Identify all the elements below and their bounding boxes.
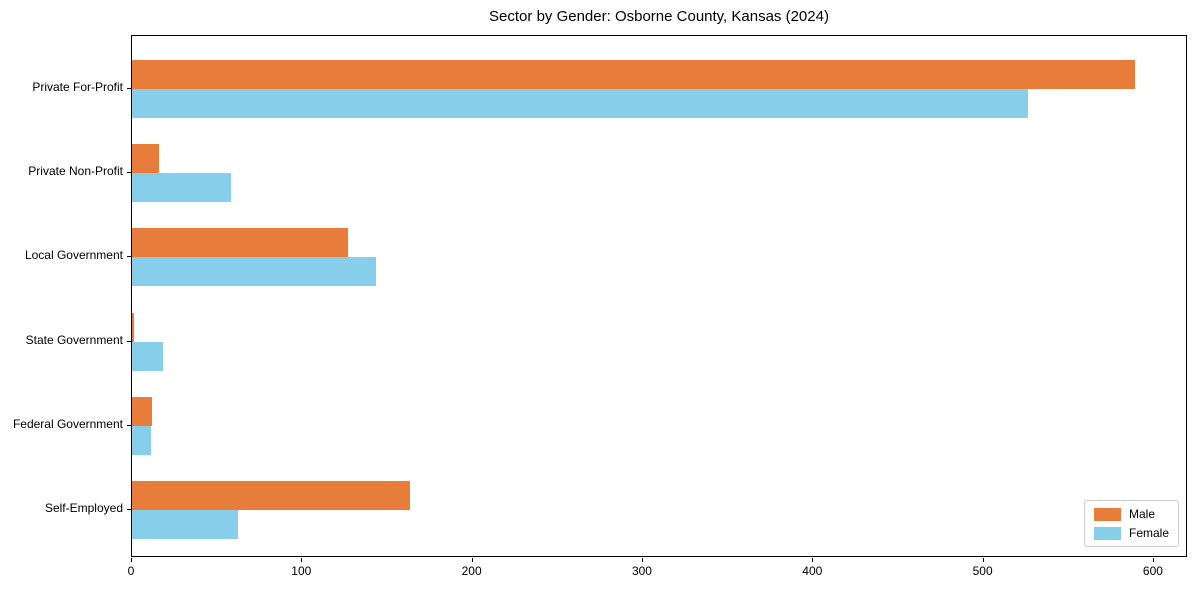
bar-male-private-non-profit [132,144,160,174]
legend-entry-female: Female [1093,526,1169,540]
x-axis-tick [471,558,473,562]
bar-male-private-for-profit [132,60,1136,89]
y-axis-category-label: State Government [25,332,123,347]
chart-title: Sector by Gender: Osborne County, Kansas… [489,8,829,25]
y-axis-tick [127,424,131,426]
y-axis-tick [127,256,131,258]
legend-swatch-male [1093,507,1121,521]
x-axis-tick-label: 200 [461,564,482,578]
y-axis-tick [127,509,131,510]
legend-label-female: Female [1128,526,1169,540]
x-axis-tick [982,558,984,562]
plot-area: Male Female [131,35,1187,557]
legend-swatch-female [1093,526,1121,540]
y-axis-category-label: Local Government [24,248,123,263]
x-axis-tick [1152,558,1154,562]
y-axis-category-label: Federal Government [12,416,123,431]
bar-female-private-non-profit [132,173,231,203]
x-axis-tick [131,558,132,562]
y-axis-tick [127,340,131,342]
x-axis-tick-label: 0 [127,564,135,578]
legend: Male Female [1083,500,1179,547]
y-axis-tick [127,172,131,174]
y-axis-category-label: Private For-Profit [32,80,123,94]
y-axis-category-label: Self-Employed [44,501,123,515]
bar-female-private-for-profit [132,89,1028,118]
x-axis-tick-label: 600 [1142,564,1163,578]
x-axis-tick-label: 300 [631,564,652,578]
x-axis-tick [812,558,814,562]
bar-male-local-government [132,228,349,258]
x-axis-tick-label: 400 [802,564,823,578]
bar-female-local-government [132,257,376,287]
legend-entry-male: Male [1093,507,1169,521]
x-axis-tick [301,558,303,562]
bar-male-federal-government [132,396,153,426]
bar-male-self-employed [132,481,410,510]
x-axis-tick-label: 500 [972,564,993,578]
legend-label-male: Male [1128,507,1155,521]
x-axis-tick-label: 100 [291,564,312,578]
x-axis-tick [641,558,643,562]
bar-male-state-government [132,312,134,342]
bar-female-federal-government [132,425,151,455]
bar-female-self-employed [132,510,238,539]
y-axis-tick [127,88,131,89]
bar-female-state-government [132,341,163,371]
y-axis-category-label: Private Non-Profit [28,164,123,179]
